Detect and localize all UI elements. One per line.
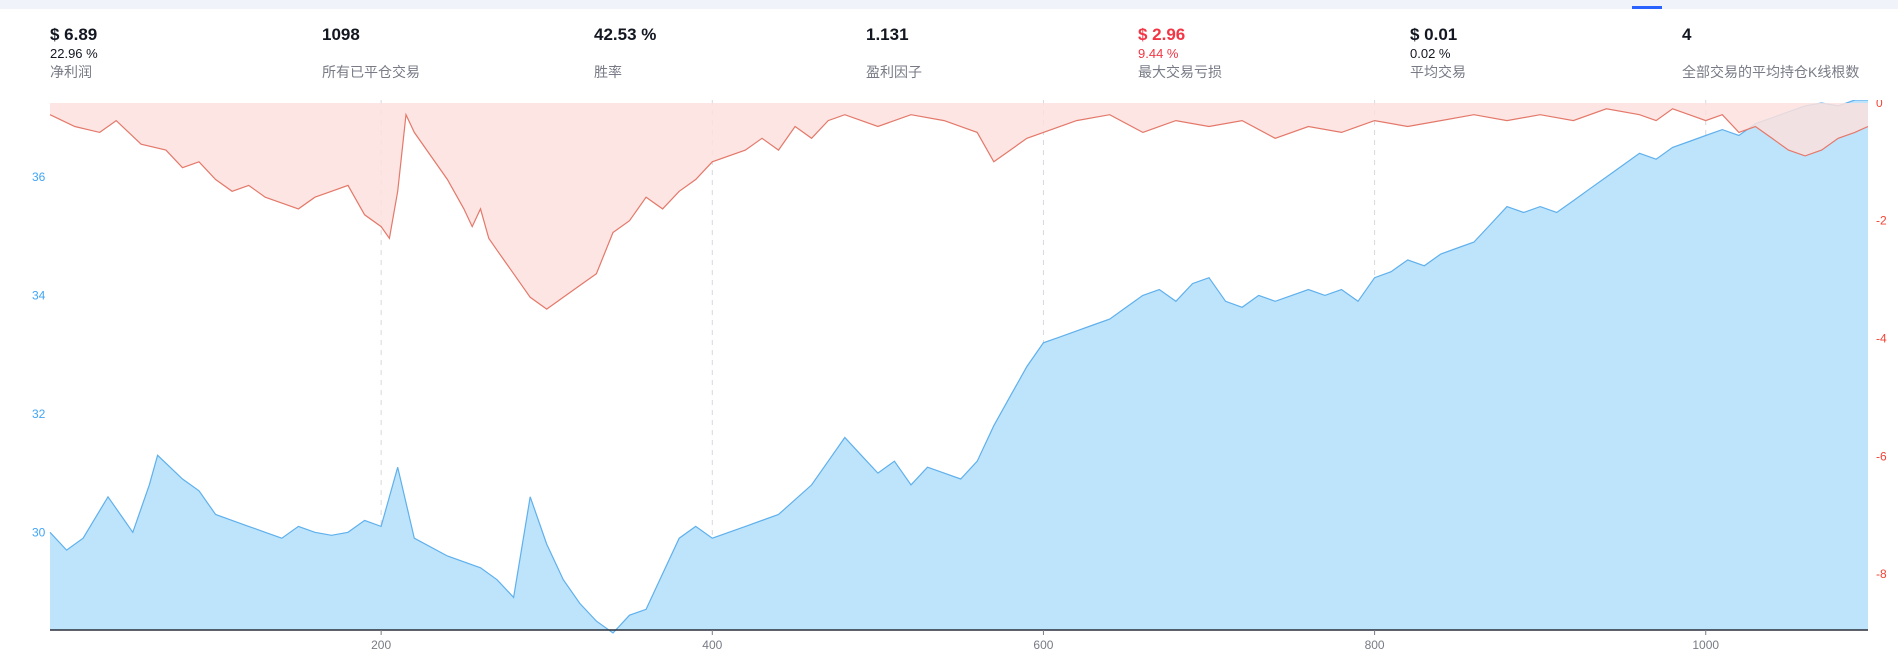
equity-line [49,100,1868,634]
stat-value: $ 2.96 [1138,25,1186,44]
stat-value: 1.131 [866,25,909,44]
stat-sub [594,46,866,62]
drawdown-line [49,108,1869,310]
right-axis-label: -2 [1876,214,1887,228]
x-tick-label: 800 [1365,638,1385,652]
right-axis-label: -4 [1876,332,1887,346]
top-tab-bar [0,0,1898,9]
drawdown-area [50,102,1868,310]
stat-sub: 22.96 % [50,46,98,61]
stat-label: 全部交易的平均持仓K线根数 [1682,64,1860,80]
stat-sub: 9.44 % [1138,46,1179,61]
stat-label: 平均交易 [1410,64,1466,80]
x-tick-label: 200 [371,638,391,652]
active-tab-indicator[interactable] [1632,6,1662,9]
stat-profit-factor: 1.131 盈利因子 [866,24,1138,82]
stat-max-loss: $ 2.96 9.44 % 最大交易亏损 [1138,24,1410,82]
stat-value: 4 [1682,25,1692,44]
x-tick-label: 600 [1033,638,1053,652]
left-axis-label: 34 [32,288,46,302]
left-axis-label: 32 [32,407,46,421]
right-axis-label: -6 [1876,449,1887,463]
stat-value: 1098 [322,25,360,44]
performance-summary: $ 6.89 22.96 % 净利润 1098 所有已平仓交易 42.53 % … [50,24,1898,86]
stat-label: 胜率 [594,64,622,80]
stat-sub [866,46,1138,62]
left-axis-label: 30 [32,525,46,539]
stat-label: 净利润 [50,64,92,80]
equity-area [50,100,1868,633]
stat-average-trade: $ 0.01 0.02 % 平均交易 [1410,24,1682,82]
stat-sub: 0.02 % [1410,46,1451,61]
stat-net-profit: $ 6.89 22.96 % 净利润 [50,24,322,82]
stat-label: 最大交易亏损 [1138,64,1222,80]
stat-avg-bars: 4 全部交易的平均持仓K线根数 [1682,24,1898,82]
stat-label: 所有已平仓交易 [322,64,420,80]
stat-label: 盈利因子 [866,64,922,80]
x-tick-label: 1000 [1692,638,1719,652]
stat-value: $ 0.01 [1410,25,1458,44]
left-axis-label: 36 [32,170,46,184]
stat-value: $ 6.89 [50,25,98,44]
stat-sub [1682,46,1898,62]
x-tick-label: 400 [702,638,722,652]
stat-value: 42.53 % [594,25,657,44]
stat-closed-trades: 1098 所有已平仓交易 [322,24,594,82]
stat-sub [322,46,594,62]
stat-win-rate: 42.53 % 胜率 [594,24,866,82]
right-axis-label: 0 [1876,100,1883,110]
equity-drawdown-chart[interactable]: 200 400 600 800 1000 30 32 34 36 0 -2 -4 -6 -8 [0,100,1898,652]
right-axis-label: -8 [1876,567,1887,581]
